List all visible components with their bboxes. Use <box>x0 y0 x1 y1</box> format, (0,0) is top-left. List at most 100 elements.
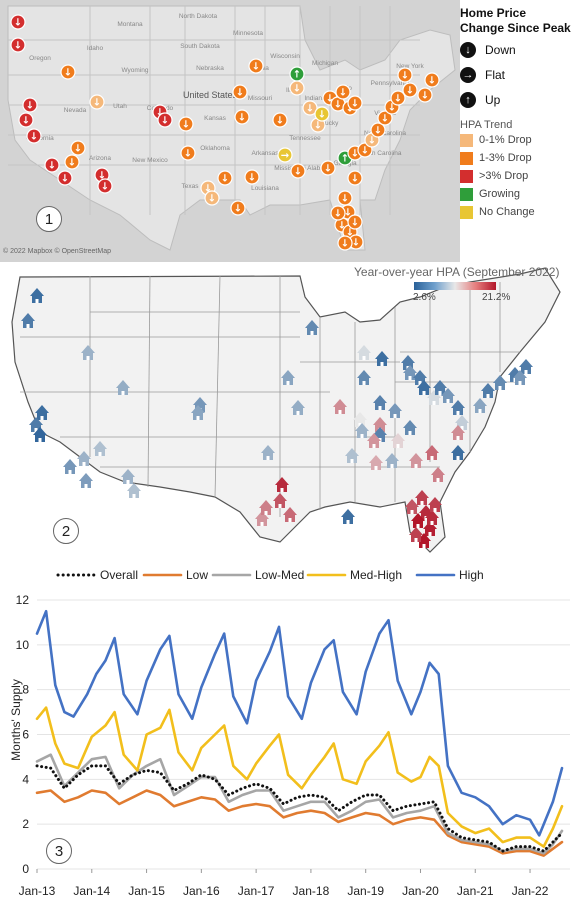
house-marker-icon[interactable] <box>33 427 47 442</box>
city-marker[interactable]: ↓ <box>22 97 38 113</box>
house-marker-icon[interactable] <box>441 388 455 403</box>
city-marker[interactable]: ↑ <box>289 66 305 82</box>
city-marker[interactable]: ↓ <box>390 90 406 106</box>
house-marker-icon[interactable] <box>355 423 369 438</box>
house-marker-icon[interactable] <box>411 513 425 528</box>
house-marker-icon[interactable] <box>451 425 465 440</box>
house-marker-icon[interactable] <box>388 403 402 418</box>
city-marker[interactable]: ↓ <box>97 178 113 194</box>
house-marker-icon[interactable] <box>403 420 417 435</box>
house-marker-icon[interactable] <box>63 459 77 474</box>
city-marker[interactable]: ↓ <box>424 72 440 88</box>
house-marker-icon[interactable] <box>425 445 439 460</box>
house-marker-icon[interactable] <box>369 455 383 470</box>
house-marker-icon[interactable] <box>273 493 287 508</box>
house-marker-icon[interactable] <box>121 469 135 484</box>
city-marker[interactable]: ↓ <box>347 95 363 111</box>
house-marker-icon[interactable] <box>29 417 43 432</box>
city-marker[interactable]: ↓ <box>397 67 413 83</box>
house-marker-icon[interactable] <box>333 399 347 414</box>
house-marker-icon[interactable] <box>259 500 273 515</box>
city-marker[interactable]: ↓ <box>178 116 194 132</box>
city-marker[interactable]: ↓ <box>417 87 433 103</box>
house-marker-icon[interactable] <box>403 365 417 380</box>
city-marker[interactable]: ↓ <box>232 84 248 100</box>
house-marker-icon[interactable] <box>375 351 389 366</box>
house-marker-icon[interactable] <box>519 359 533 374</box>
city-marker[interactable]: ↓ <box>337 190 353 206</box>
city-marker[interactable]: ↓ <box>402 82 418 98</box>
house-marker-icon[interactable] <box>427 390 441 405</box>
city-marker[interactable]: → <box>277 147 293 163</box>
house-marker-icon[interactable] <box>79 473 93 488</box>
city-marker[interactable]: ↓ <box>180 145 196 161</box>
house-marker-icon[interactable] <box>341 509 355 524</box>
house-marker-icon[interactable] <box>81 345 95 360</box>
city-marker[interactable]: ↓ <box>18 112 34 128</box>
house-marker-icon[interactable] <box>357 345 371 360</box>
city-marker[interactable]: ↓ <box>290 163 306 179</box>
city-marker[interactable]: ↓ <box>60 64 76 80</box>
house-marker-icon[interactable] <box>305 320 319 335</box>
house-marker-icon[interactable] <box>261 445 275 460</box>
house-marker-icon[interactable] <box>21 313 35 328</box>
city-marker[interactable]: ↓ <box>330 205 346 221</box>
city-marker[interactable]: ↓ <box>10 37 26 53</box>
city-marker[interactable]: ↓ <box>10 14 26 30</box>
city-marker[interactable]: ↓ <box>289 80 305 96</box>
house-marker-icon[interactable] <box>191 405 205 420</box>
city-marker[interactable]: ↓ <box>377 110 393 126</box>
house-marker-icon[interactable] <box>357 370 371 385</box>
house-marker-icon[interactable] <box>451 400 465 415</box>
house-marker-icon[interactable] <box>417 380 431 395</box>
house-marker-icon[interactable] <box>415 490 429 505</box>
city-marker[interactable]: ↓ <box>335 84 351 100</box>
house-marker-icon[interactable] <box>367 433 381 448</box>
house-marker-icon[interactable] <box>281 370 295 385</box>
city-marker[interactable]: ↓ <box>347 170 363 186</box>
house-marker-icon[interactable] <box>391 433 405 448</box>
city-marker[interactable]: ↓ <box>234 109 250 125</box>
city-marker[interactable]: ↓ <box>217 170 233 186</box>
city-marker[interactable]: ↓ <box>320 160 336 176</box>
city-marker[interactable]: ↓ <box>244 169 260 185</box>
city-marker[interactable]: ↓ <box>248 58 264 74</box>
city-marker[interactable]: ↓ <box>370 122 386 138</box>
house-marker-icon[interactable] <box>409 527 423 542</box>
house-marker-icon[interactable] <box>93 441 107 456</box>
house-marker-icon[interactable] <box>373 395 387 410</box>
house-marker-icon[interactable] <box>455 415 469 430</box>
house-marker-icon[interactable] <box>385 453 399 468</box>
city-marker[interactable]: ↓ <box>157 112 173 128</box>
house-marker-icon[interactable] <box>425 510 439 525</box>
house-marker-icon[interactable] <box>116 380 130 395</box>
city-marker[interactable]: ↓ <box>230 200 246 216</box>
house-marker-icon[interactable] <box>35 405 49 420</box>
house-marker-icon[interactable] <box>481 383 495 398</box>
house-marker-icon[interactable] <box>513 370 527 385</box>
city-marker[interactable]: ↓ <box>204 190 220 206</box>
city-marker[interactable]: ↓ <box>347 214 363 230</box>
house-marker-icon[interactable] <box>353 412 367 427</box>
city-marker[interactable]: ↓ <box>314 106 330 122</box>
house-marker-icon[interactable] <box>493 375 507 390</box>
city-marker[interactable]: ↓ <box>44 157 60 173</box>
house-marker-icon[interactable] <box>431 467 445 482</box>
house-marker-icon[interactable] <box>275 477 289 492</box>
city-marker[interactable]: ↓ <box>64 154 80 170</box>
house-marker-icon[interactable] <box>451 445 465 460</box>
house-marker-icon[interactable] <box>291 400 305 415</box>
house-marker-icon[interactable] <box>127 483 141 498</box>
city-marker[interactable]: ↓ <box>272 112 288 128</box>
house-marker-icon[interactable] <box>409 453 423 468</box>
city-marker[interactable]: ↓ <box>26 128 42 144</box>
city-marker[interactable]: ↓ <box>57 170 73 186</box>
house-marker-icon[interactable] <box>413 370 427 385</box>
city-marker[interactable]: ↓ <box>70 140 86 156</box>
city-marker[interactable]: ↓ <box>89 94 105 110</box>
city-marker[interactable]: ↓ <box>337 235 353 251</box>
house-marker-icon[interactable] <box>345 448 359 463</box>
house-marker-icon[interactable] <box>473 398 487 413</box>
house-marker-icon[interactable] <box>77 451 91 466</box>
house-marker-icon[interactable] <box>433 380 447 395</box>
